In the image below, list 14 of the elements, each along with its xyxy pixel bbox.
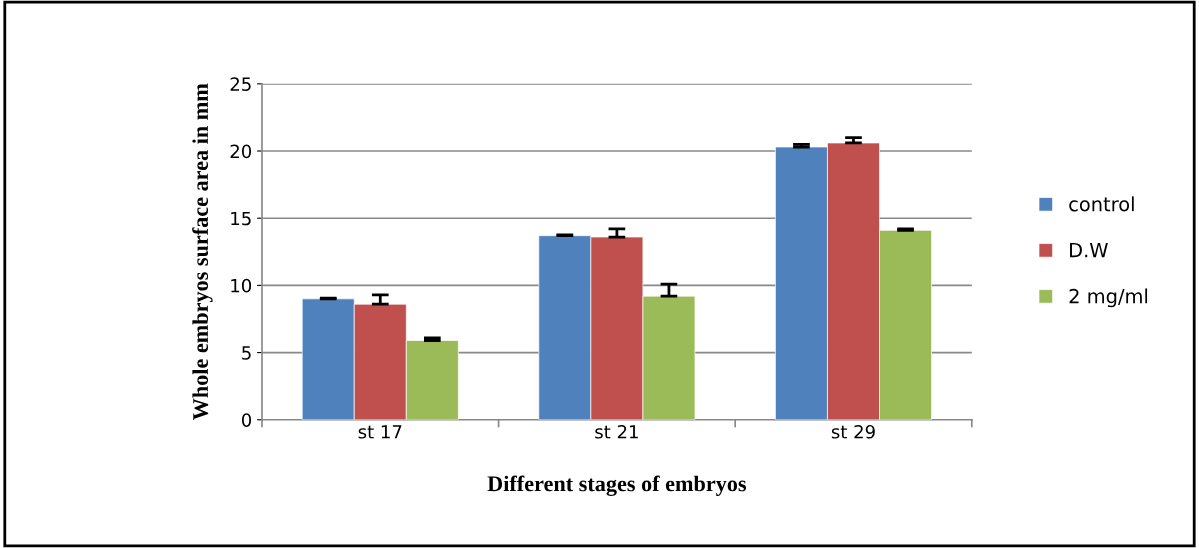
y-tick-label: 0 [241, 413, 252, 427]
y-axis-title: Whole embryos surface area in mm [192, 83, 213, 421]
x-tick-label: st 17 [358, 425, 402, 439]
y-tick-label: 25 [230, 77, 251, 91]
legend-label: D.W [1070, 243, 1108, 258]
x-tick-label: st 29 [831, 424, 875, 439]
y-tick-label: 20 [230, 144, 252, 159]
y-tick-label: 5 [242, 346, 251, 360]
x-axis-title: Different stages of embryos [487, 475, 747, 496]
y-tick-label: 15 [231, 211, 251, 226]
legend-label: control [1069, 196, 1134, 212]
legend-label: 2 mg/ml [1069, 288, 1148, 308]
x-tick-label: st 21 [595, 424, 638, 439]
y-tick-label: 10 [231, 278, 252, 293]
